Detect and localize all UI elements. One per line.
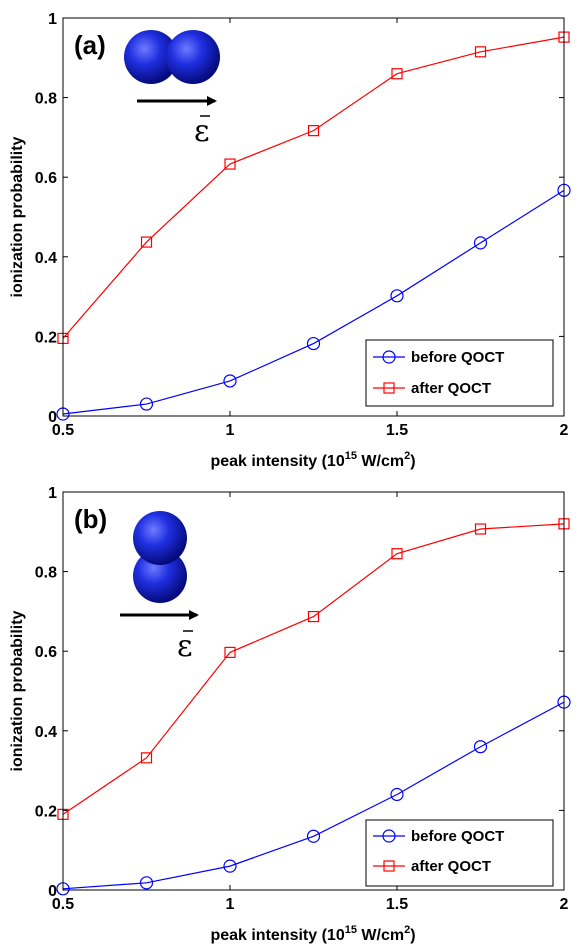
- x-axis-label: peak intensity (1015 W/cm2): [210, 450, 415, 470]
- data-point-square: [224, 158, 236, 170]
- legend-label-after: after QOCT: [411, 380, 491, 397]
- y-tick-label: 0.4: [35, 250, 57, 267]
- molecule-inset: ε: [120, 511, 199, 664]
- series-lines: [56, 518, 571, 896]
- x-tick-label: 0.5: [52, 896, 74, 913]
- y-tick-label: 0.4: [35, 724, 57, 741]
- plot-frame: [62, 17, 565, 417]
- series-lines: [56, 31, 571, 421]
- plot-frame: [62, 491, 565, 891]
- atom-sphere: [124, 30, 178, 84]
- data-point-square: [307, 125, 320, 137]
- series-line-before-qoct: [62, 701, 565, 890]
- series-line-before-qoct: [62, 189, 565, 415]
- legend-label-before: before QOCT: [411, 828, 504, 845]
- data-point-circle: [473, 236, 488, 250]
- data-point-circle: [390, 289, 404, 303]
- y-tick-label: 1: [48, 11, 57, 28]
- y-axis-label: ionization probability: [9, 136, 26, 297]
- x-tick-label: 1: [226, 896, 235, 913]
- legend: before QOCT after QOCT: [365, 339, 554, 407]
- y-tick-label: 0.8: [35, 565, 57, 582]
- legend-marker-square: [383, 382, 395, 394]
- y-tick-label: 0: [48, 883, 57, 900]
- y-tick-label: 1: [48, 485, 57, 502]
- data-point-square: [474, 46, 487, 58]
- x-tick-label: 2: [560, 896, 569, 913]
- legend: before QOCT after QOCT: [365, 819, 554, 887]
- legend-box: [365, 339, 554, 407]
- data-point-square: [140, 752, 153, 764]
- panel-label: (b): [74, 504, 107, 534]
- molecule-inset: ε: [124, 30, 220, 149]
- panel-b: 0.5 1 1.5 2 0 0.2 0.4 0.6 0.8 1 ionization probab…: [9, 485, 571, 944]
- series-line-after-qoct: [62, 523, 565, 815]
- legend-marker-circle: [382, 350, 396, 364]
- data-point-square: [391, 548, 403, 560]
- data-point-square: [140, 236, 153, 248]
- x-tick-label: 1: [226, 422, 235, 439]
- y-tick-label: 0.2: [35, 803, 57, 820]
- y-axis-label: ionization probability: [9, 610, 26, 771]
- panel-label: (a): [74, 30, 106, 60]
- data-point-circle: [139, 876, 154, 890]
- data-point-square: [474, 523, 487, 535]
- x-tick-label: 2: [560, 422, 569, 439]
- y-tick-label: 0.2: [35, 329, 57, 346]
- x-tick-label: 0.5: [52, 422, 74, 439]
- data-point-square: [391, 68, 403, 80]
- atom-sphere: [133, 511, 187, 565]
- data-point-circle: [139, 397, 154, 411]
- data-point-circle: [306, 829, 321, 843]
- data-point-circle: [473, 740, 488, 754]
- panel-a: 0.5 1 1.5 2 0 0.2 0.4 0.6 0.8 1 ionization probab…: [9, 11, 571, 470]
- data-point-square: [224, 646, 236, 658]
- data-point-square: [307, 610, 320, 623]
- data-point-circle: [306, 336, 321, 351]
- legend-label-before: before QOCT: [411, 349, 504, 366]
- legend-marker-square: [383, 860, 395, 872]
- data-point-circle: [223, 859, 237, 873]
- legend-marker-circle: [382, 829, 396, 843]
- tick-labels: 0.5 1 1.5 2 0 0.2 0.4 0.6 0.8 1: [35, 11, 569, 439]
- x-tick-label: 1.5: [386, 422, 408, 439]
- y-tick-label: 0: [48, 409, 57, 426]
- x-tick-label: 1.5: [386, 896, 408, 913]
- atom-sphere: [133, 549, 187, 603]
- legend-label-after: after QOCT: [411, 858, 491, 875]
- field-symbol: ε: [194, 114, 210, 149]
- legend-box: [365, 819, 554, 887]
- x-axis-label: peak intensity (1015 W/cm2): [210, 924, 415, 944]
- field-symbol: ε: [177, 629, 193, 664]
- tick-labels: 0.5 1 1.5 2 0 0.2 0.4 0.6 0.8 1: [35, 485, 569, 913]
- y-tick-label: 0.8: [35, 91, 57, 108]
- data-point-circle: [390, 787, 404, 802]
- series-line-after-qoct: [62, 36, 565, 339]
- y-tick-label: 0.6: [35, 644, 57, 661]
- y-tick-label: 0.6: [35, 170, 57, 187]
- data-point-circle: [223, 374, 237, 388]
- atom-sphere: [166, 30, 220, 84]
